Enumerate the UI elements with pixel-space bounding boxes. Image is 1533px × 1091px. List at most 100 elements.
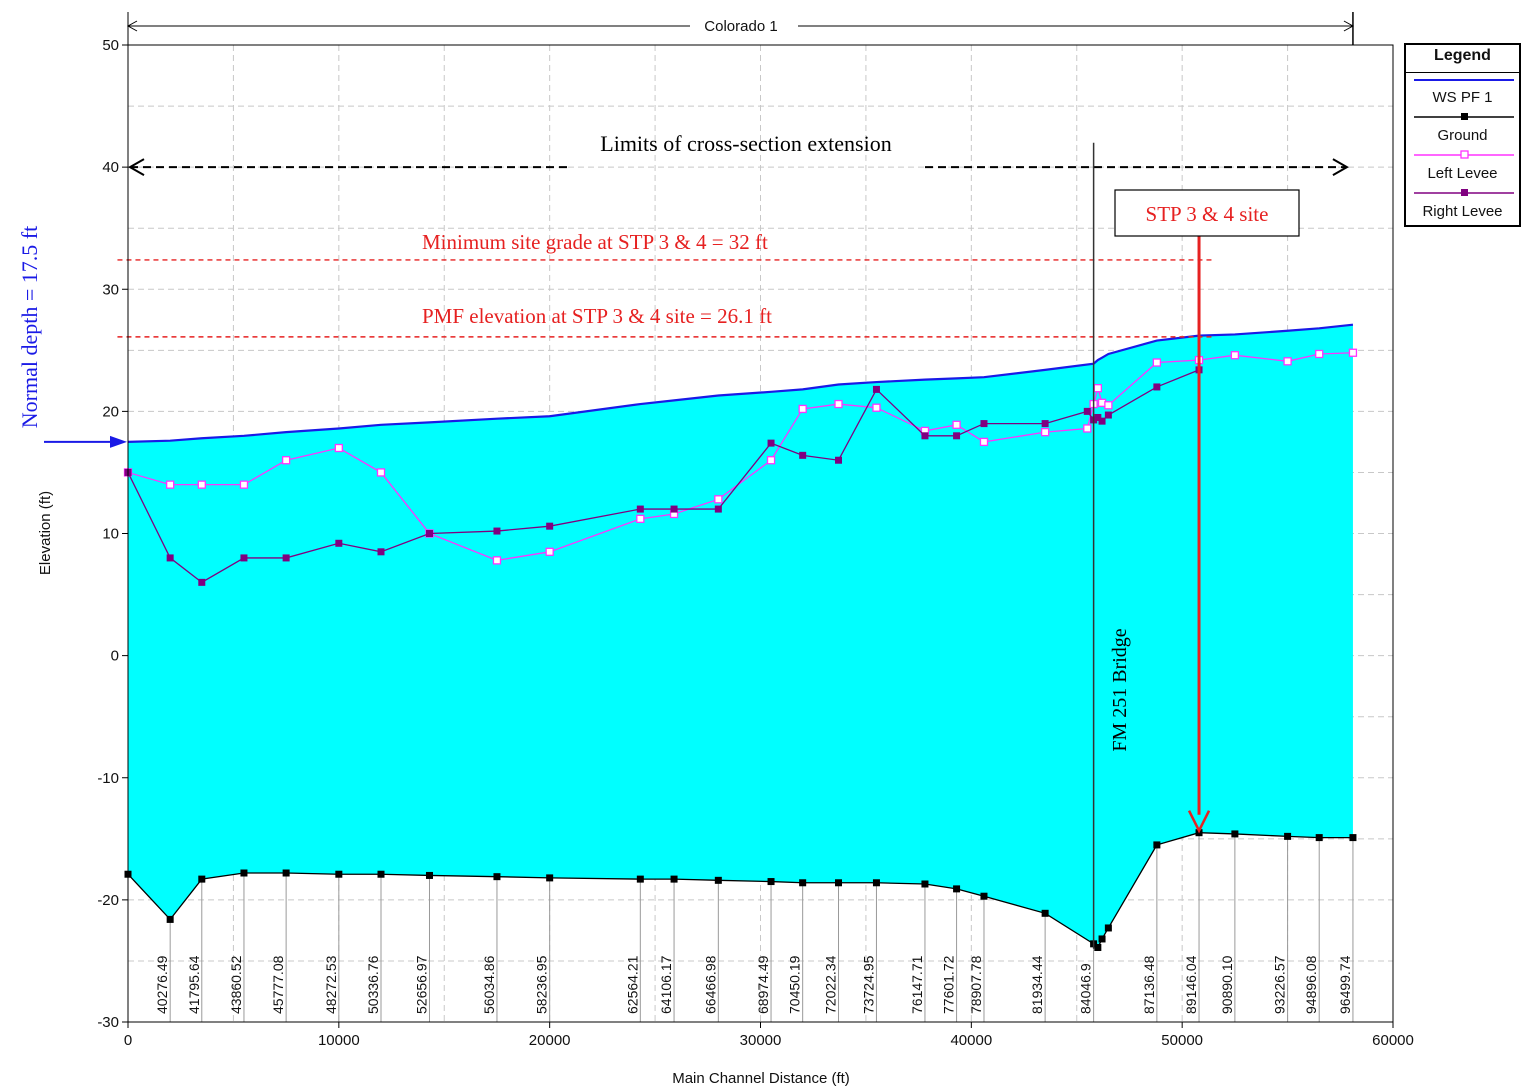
station-label: 68974.49 — [755, 955, 771, 1014]
reach-arrowhead-right — [1343, 20, 1354, 32]
station-label: 70450.19 — [787, 955, 803, 1014]
station-label: 96499.74 — [1337, 955, 1353, 1014]
right-levee-point — [1153, 383, 1161, 391]
ground-point — [1231, 830, 1239, 838]
min-grade-label: Minimum site grade at STP 3 & 4 = 32 ft — [422, 230, 768, 254]
right-levee-point — [670, 505, 678, 513]
annotations — [44, 12, 1354, 949]
right-levee-point — [767, 439, 775, 447]
ground-point — [1284, 832, 1292, 840]
y-tick-label: 20 — [102, 403, 119, 420]
left-levee-point — [798, 404, 807, 414]
right-levee-point — [198, 578, 206, 586]
station-label: 45777.08 — [270, 955, 286, 1014]
ground-point — [546, 874, 554, 882]
station-label: 50336.76 — [365, 955, 381, 1014]
station-label: 89146.04 — [1183, 955, 1199, 1014]
left-levee-point — [952, 420, 961, 429]
right-levee-point — [546, 522, 554, 530]
station-label: 62564.21 — [624, 955, 640, 1014]
ground-point — [670, 875, 678, 883]
left-levee-point — [492, 556, 502, 565]
y-tick-label: -30 — [97, 1014, 119, 1031]
ground-point — [1094, 944, 1102, 952]
station-label: 48272.53 — [323, 955, 339, 1014]
ground-point — [240, 869, 248, 877]
ground-point — [636, 875, 644, 883]
station-label: 81934.44 — [1029, 955, 1045, 1014]
x-tick-label: 10000 — [318, 1032, 360, 1049]
x-tick-label: 30000 — [740, 1032, 782, 1049]
station-label: 84046.9 — [1078, 963, 1094, 1014]
legend-item-ground: Ground — [1406, 111, 1519, 149]
y-tick-label: 30 — [102, 281, 119, 298]
x-tick-label: 40000 — [950, 1032, 992, 1049]
legend-label: WS PF 1 — [1432, 89, 1493, 106]
legend-item-left-levee: Left Levee — [1406, 149, 1519, 187]
ws-line — [127, 323, 1354, 444]
site-label-box — [1114, 189, 1300, 237]
legend-item-right-levee: Right Levee — [1406, 187, 1519, 225]
right-levee-point — [636, 505, 644, 513]
left-levee-point — [166, 480, 175, 489]
left-levee-point — [1104, 401, 1113, 410]
station-label: 87136.48 — [1141, 955, 1157, 1014]
x-tick-label: 20000 — [529, 1032, 571, 1049]
water-fill — [128, 324, 1353, 948]
station-label: 43860.52 — [228, 955, 244, 1014]
right-levee-point — [493, 527, 501, 535]
water-area — [128, 324, 1353, 948]
limits-label: Limits of cross-section extension — [600, 131, 891, 156]
right-levee-point — [377, 548, 385, 556]
station-label: 40276.49 — [154, 955, 170, 1014]
station-lines: 40276.49 41795.64 43860.52 45777.08 48272.53… — [154, 832, 1354, 1022]
y-tick-label: 0 — [111, 648, 119, 665]
right-levee-line-swatch — [1414, 189, 1514, 196]
right-levee-point — [166, 554, 174, 562]
ground-point — [282, 869, 290, 877]
bridge-label: FM 251 Bridge — [1109, 628, 1131, 751]
chart-title: Colorado 1 — [704, 18, 777, 35]
station-label: 58236.95 — [534, 955, 550, 1014]
y-axis-title: Elevation (ft) — [37, 491, 54, 575]
right-levee-point — [1041, 420, 1049, 428]
station-label: 52656.97 — [413, 955, 429, 1014]
left-levee-point — [334, 443, 343, 453]
normal-depth-arrowhead — [110, 435, 127, 448]
left-levee-point — [545, 547, 554, 556]
ground-point — [872, 879, 880, 887]
right-levee-point — [240, 554, 248, 562]
left-levee-point — [1093, 384, 1102, 393]
left-levee-point — [1315, 349, 1324, 359]
left-levee-point — [636, 514, 645, 523]
ground-point — [198, 875, 206, 883]
ground-point — [493, 873, 501, 881]
ground-point — [1153, 841, 1161, 849]
left-levee-point — [239, 480, 249, 489]
station-label: 41795.64 — [186, 955, 202, 1014]
left-levee-point — [1283, 357, 1292, 366]
right-levee-point — [714, 505, 722, 513]
x-tick-label: 50000 — [1161, 1032, 1203, 1049]
right-levee-point — [1098, 417, 1106, 425]
x-tick-label: 60000 — [1372, 1032, 1414, 1049]
right-levee-point — [835, 456, 843, 464]
legend-item-ws: WS PF 1 — [1406, 73, 1519, 111]
station-label: 64106.17 — [658, 955, 674, 1014]
left-levee-point — [1230, 351, 1240, 360]
station-label: 73724.95 — [860, 955, 876, 1014]
right-levee-point — [799, 451, 807, 459]
legend-label: Ground — [1437, 127, 1488, 144]
ground-point — [1315, 834, 1323, 842]
left-levee-point — [872, 403, 881, 412]
right-levee-point — [1094, 413, 1102, 421]
left-levee-point — [376, 468, 386, 477]
left-levee-point — [834, 399, 843, 409]
site-arrowhead — [1187, 810, 1211, 834]
left-levee-point — [1152, 358, 1162, 367]
ground-point — [835, 879, 843, 887]
left-levee-point — [979, 437, 989, 447]
legend-label: Right Levee — [1422, 203, 1503, 220]
station-label: 72022.34 — [823, 955, 839, 1014]
limits-arrowhead-left — [127, 158, 145, 176]
